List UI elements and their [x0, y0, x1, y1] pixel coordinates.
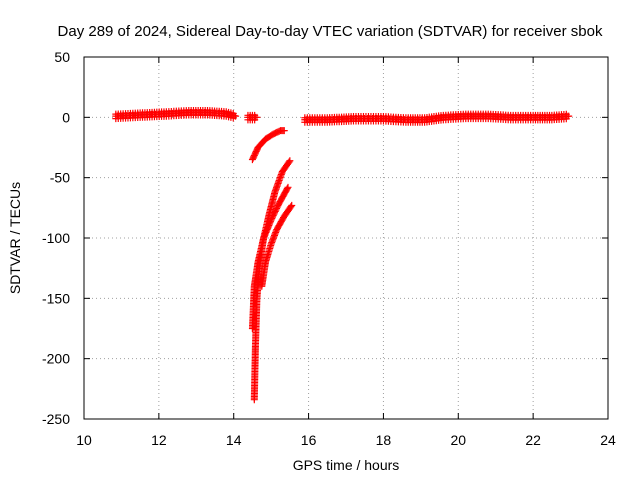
x-tick-label: 14 — [226, 432, 242, 448]
x-tick-label: 16 — [301, 432, 317, 448]
y-tick-label: -100 — [42, 230, 70, 246]
baseline-point — [562, 110, 570, 118]
baseline-point — [229, 110, 237, 118]
dip-3-point — [284, 183, 292, 191]
dip-2-point — [286, 157, 294, 165]
dip-3-point — [283, 185, 291, 193]
y-tick-label: -150 — [42, 290, 70, 306]
y-tick-label: -250 — [42, 411, 70, 427]
dip-2-point — [285, 158, 293, 166]
x-tick-label: 12 — [151, 432, 167, 448]
dip-4-point — [287, 203, 295, 211]
y-tick-labels: -250 -200 -150 -100 -50 0 50 — [42, 49, 70, 427]
y-tick-label: -50 — [50, 170, 70, 186]
y-tick-label: 50 — [54, 49, 70, 65]
x-tick-label: 10 — [76, 432, 92, 448]
y-axis-label: SDTVAR / TECUs — [7, 182, 23, 294]
dip-1-point — [280, 127, 288, 135]
axis-ticks — [83, 56, 609, 420]
baseline-point — [251, 111, 259, 119]
x-tick-labels: 10 12 14 16 18 20 22 24 — [76, 432, 616, 448]
chart-title: Day 289 of 2024, Sidereal Day-to-day VTE… — [58, 23, 603, 40]
x-tick-label: 20 — [450, 432, 466, 448]
x-tick-label: 22 — [525, 432, 541, 448]
y-tick-label: 0 — [62, 109, 70, 125]
data-points — [112, 107, 573, 404]
dip-4-point — [288, 201, 296, 209]
x-axis-label: GPS time / hours — [293, 457, 400, 473]
y-tick-label: -200 — [42, 351, 70, 367]
x-tick-label: 24 — [600, 432, 616, 448]
x-tick-label: 18 — [376, 432, 392, 448]
